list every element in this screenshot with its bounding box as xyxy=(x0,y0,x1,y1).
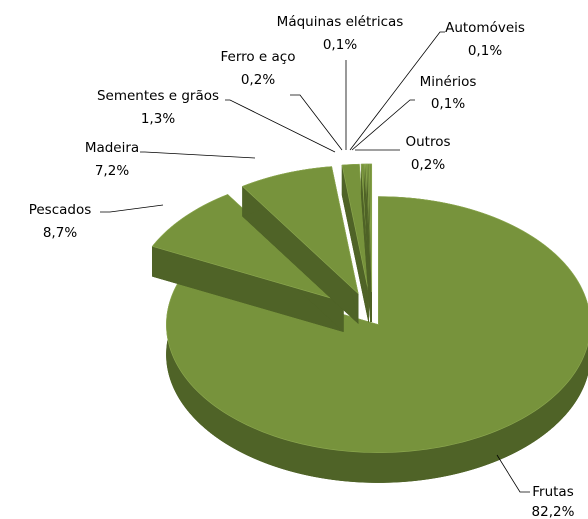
leader-line xyxy=(351,99,415,151)
category-label: Máquinas elétricas xyxy=(277,14,404,30)
value-label: 7,2% xyxy=(95,163,129,179)
leader-line xyxy=(349,31,445,151)
value-label: 0,1% xyxy=(431,96,465,112)
category-label: Frutas xyxy=(532,484,574,500)
slice xyxy=(151,194,344,302)
leader-line xyxy=(140,151,256,159)
value-label: 0,2% xyxy=(241,72,275,88)
category-label: Minérios xyxy=(420,74,477,90)
leader-line xyxy=(100,204,164,213)
leader-line xyxy=(225,99,336,153)
category-label: Automóveis xyxy=(445,20,525,36)
slice xyxy=(341,163,369,293)
category-label: Ferro e aço xyxy=(220,49,295,65)
leader-line xyxy=(496,454,530,493)
category-label: Sementes e grãos xyxy=(97,88,219,104)
category-label: Pescados xyxy=(29,202,92,218)
value-label: 82,2% xyxy=(532,504,575,519)
value-label: 8,7% xyxy=(43,225,77,241)
slice xyxy=(368,163,373,293)
category-label: Outros xyxy=(405,134,450,150)
value-label: 0,1% xyxy=(323,37,357,53)
slice xyxy=(166,196,588,453)
value-label: 0,2% xyxy=(411,157,445,173)
value-label: 0,1% xyxy=(468,43,502,59)
category-label: Madeira xyxy=(85,140,139,156)
slice xyxy=(241,166,359,295)
leader-line xyxy=(290,94,343,151)
value-label: 1,3% xyxy=(141,111,175,127)
